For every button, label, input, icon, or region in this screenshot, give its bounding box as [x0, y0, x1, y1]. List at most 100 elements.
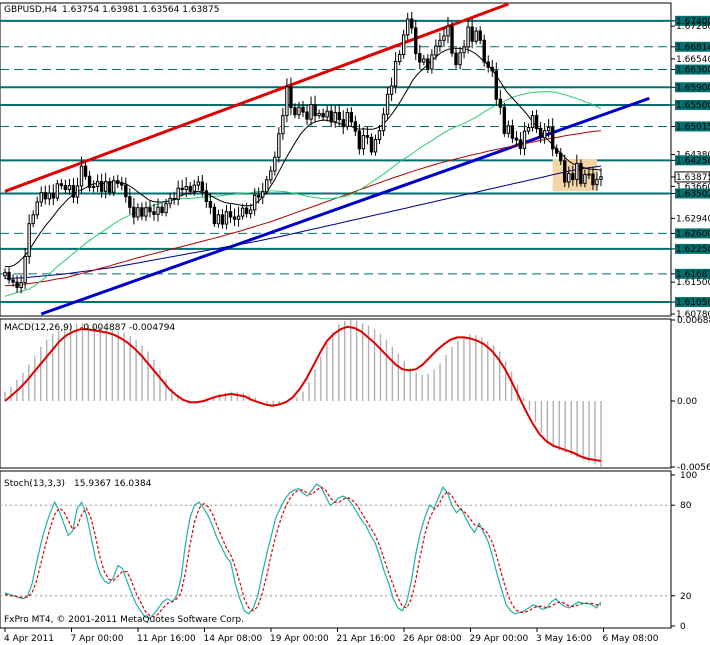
candle-body — [55, 183, 60, 199]
price-label-bg — [675, 64, 710, 75]
macd-tick-label: 0.006880 — [677, 316, 710, 326]
stoch-signal-line — [4, 486, 601, 618]
candle-body — [305, 111, 309, 120]
copyright-text: FxPro MT4, © 2001-2011 MetaQuotes Softwa… — [4, 615, 244, 625]
candle-body — [15, 281, 19, 288]
candle-body — [39, 192, 43, 203]
candle-body — [555, 148, 559, 154]
price-label-bg — [675, 41, 710, 52]
candle-body — [571, 173, 575, 180]
candle-body — [79, 165, 84, 187]
time-tick-label: 7 Apr 00:00 — [71, 634, 124, 644]
candle-body — [289, 86, 293, 109]
price-tick-label: 1.65500 — [676, 101, 710, 111]
candle-body — [313, 104, 317, 117]
stoch-values: 15.9367 16.0384 — [74, 479, 152, 489]
candle-body — [208, 201, 213, 208]
candle-body — [176, 187, 180, 200]
candle-body — [273, 156, 277, 172]
candle-body — [168, 197, 172, 205]
candle-body — [410, 18, 414, 29]
candle-body — [406, 18, 410, 36]
candle-body — [381, 113, 386, 132]
candle-body — [95, 181, 100, 187]
candle-body — [91, 185, 96, 188]
candle-body — [438, 39, 442, 47]
trendlines[interactable] — [4, 2, 650, 316]
candle-body — [103, 181, 108, 192]
candle-body — [345, 112, 349, 128]
candle-body — [164, 203, 168, 214]
horizontal-levels[interactable] — [0, 19, 671, 304]
candle-body — [116, 180, 120, 184]
candle-body — [321, 112, 325, 118]
price-label-bg — [675, 297, 710, 308]
candle-body — [180, 187, 184, 191]
price-label-bg — [675, 268, 710, 279]
candle-body — [567, 173, 571, 183]
candle-body — [196, 181, 200, 186]
price-tick-label: 1.65900 — [676, 83, 710, 93]
candle-body — [486, 61, 490, 68]
candle-body — [248, 209, 253, 214]
candle-body — [212, 206, 217, 225]
trendline-blue[interactable] — [40, 96, 650, 316]
time-tick-label: 3 May 16:00 — [536, 634, 592, 644]
candle-body — [23, 255, 27, 284]
candle-body — [579, 162, 583, 184]
candle-body — [397, 53, 402, 63]
candle-body — [261, 191, 265, 198]
ohlc-values: 1.63754 1.63981 1.63564 1.63875 — [62, 5, 219, 15]
macd-signal — [4, 325, 602, 462]
price-label-bg — [675, 82, 710, 93]
candle-body — [506, 125, 511, 134]
candle-body — [482, 39, 486, 63]
candle-body — [494, 70, 498, 100]
candle-body — [353, 121, 358, 132]
stoch-panel-frame — [0, 470, 672, 629]
candle-body — [591, 173, 595, 186]
candle-body — [434, 45, 438, 56]
candle-body — [27, 223, 31, 257]
candle-body — [51, 192, 56, 199]
candle-body — [401, 34, 406, 55]
candle-body — [152, 211, 156, 215]
candle-body — [357, 130, 362, 150]
stoch-tick-label: 80 — [680, 501, 692, 511]
macd-title: MACD(12,26,9) — [4, 323, 72, 333]
candle-body — [63, 185, 68, 191]
candle-body — [285, 86, 289, 117]
time-tick-label: 29 Apr 00:00 — [470, 634, 529, 644]
candle-body — [365, 135, 370, 138]
candle-body — [43, 192, 47, 200]
macd-signal-line — [4, 325, 602, 462]
candle-body — [224, 211, 229, 225]
candle-body — [281, 115, 285, 135]
candle-body — [462, 46, 466, 54]
time-tick-label: 21 Apr 16:00 — [337, 634, 396, 644]
trendline-red[interactable] — [4, 2, 509, 193]
candle-body — [393, 61, 398, 87]
candle-body — [534, 115, 539, 129]
candle-body — [59, 183, 64, 187]
candle-body — [7, 271, 11, 281]
candle-body — [257, 194, 261, 198]
price-tick-label: 1.66300 — [676, 66, 710, 76]
candle-body — [204, 190, 209, 203]
time-axis: 4 Apr 2011 7 Apr 00:00 11 Apr 16:00 14 Apr … — [4, 628, 659, 644]
candle-body — [337, 112, 341, 121]
candle-body — [128, 196, 132, 208]
candle-body — [252, 194, 257, 211]
candle-body — [156, 206, 160, 215]
candle-body — [188, 185, 192, 192]
candle-body — [498, 98, 503, 108]
price-tick-label: 1.67280 — [676, 22, 710, 32]
candle-body — [31, 214, 35, 225]
stoch-title: Stoch(13,3,3) — [4, 479, 65, 489]
candle-body — [216, 214, 221, 225]
candle-body — [474, 30, 478, 42]
macd-values: -0.004887 -0.004794 — [80, 323, 176, 333]
candle-body — [108, 181, 112, 193]
ma-red-line — [4, 130, 602, 287]
